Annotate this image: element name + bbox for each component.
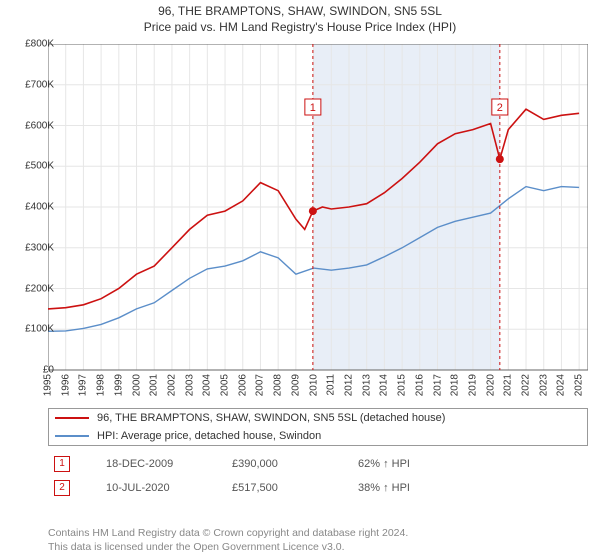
- x-tick-label: 1999: [113, 374, 124, 396]
- marker-row: 1 18-DEC-2009 £390,000 62% ↑ HPI: [48, 452, 588, 476]
- marker-date: 18-DEC-2009: [106, 458, 196, 470]
- x-tick-label: 2000: [131, 374, 142, 396]
- x-tick-label: 2024: [556, 374, 567, 396]
- x-tick-label: 2003: [184, 374, 195, 396]
- marker-row: 2 10-JUL-2020 £517,500 38% ↑ HPI: [48, 476, 588, 500]
- x-tick-label: 2017: [432, 374, 443, 396]
- x-tick-label: 2023: [538, 374, 549, 396]
- footer: Contains HM Land Registry data © Crown c…: [48, 526, 588, 554]
- x-tick-label: 2002: [166, 374, 177, 396]
- marker-price: £517,500: [232, 482, 322, 494]
- x-tick-label: 2015: [397, 374, 408, 396]
- legend-label: HPI: Average price, detached house, Swin…: [97, 430, 321, 442]
- x-tick-label: 2025: [574, 374, 585, 396]
- y-tick-label: £100K: [10, 324, 54, 335]
- x-tick-label: 1996: [60, 374, 71, 396]
- legend-label: 96, THE BRAMPTONS, SHAW, SWINDON, SN5 5S…: [97, 412, 445, 424]
- marker-number-box: 1: [54, 456, 70, 472]
- legend-row: 96, THE BRAMPTONS, SHAW, SWINDON, SN5 5S…: [49, 409, 587, 427]
- x-tick-label: 2004: [202, 374, 213, 396]
- page-subtitle: Price paid vs. HM Land Registry's House …: [0, 20, 600, 34]
- marker-number-box: 2: [54, 480, 70, 496]
- y-tick-label: £400K: [10, 202, 54, 213]
- x-tick-label: 2019: [467, 374, 478, 396]
- legend: 96, THE BRAMPTONS, SHAW, SWINDON, SN5 5S…: [48, 408, 588, 446]
- footer-licence: This data is licensed under the Open Gov…: [48, 540, 588, 554]
- x-tick-label: 2011: [326, 374, 337, 396]
- marker-price: £390,000: [232, 458, 322, 470]
- x-tick-label: 2010: [308, 374, 319, 396]
- svg-text:2: 2: [497, 102, 503, 114]
- x-tick-label: 1997: [78, 374, 89, 396]
- x-tick-label: 2021: [503, 374, 514, 396]
- x-tick-label: 2014: [379, 374, 390, 396]
- x-tick-label: 1998: [96, 374, 107, 396]
- x-tick-label: 2013: [361, 374, 372, 396]
- x-tick-label: 2008: [273, 374, 284, 396]
- footer-copyright: Contains HM Land Registry data © Crown c…: [48, 526, 588, 540]
- x-tick-label: 2018: [450, 374, 461, 396]
- marker-date: 10-JUL-2020: [106, 482, 196, 494]
- x-tick-label: 2005: [220, 374, 231, 396]
- x-tick-label: 2007: [255, 374, 266, 396]
- y-tick-label: £600K: [10, 120, 54, 131]
- y-tick-label: £200K: [10, 283, 54, 294]
- legend-swatch: [55, 417, 89, 419]
- y-tick-label: £800K: [10, 39, 54, 50]
- svg-text:1: 1: [310, 102, 316, 114]
- marker-delta: 38% ↑ HPI: [358, 482, 448, 494]
- marker-table: 1 18-DEC-2009 £390,000 62% ↑ HPI 2 10-JUL-202…: [48, 452, 588, 500]
- x-tick-label: 2006: [237, 374, 248, 396]
- price-chart: 12: [48, 44, 588, 398]
- x-tick-label: 2022: [521, 374, 532, 396]
- legend-swatch: [55, 435, 89, 437]
- page-title: 96, THE BRAMPTONS, SHAW, SWINDON, SN5 5S…: [0, 4, 600, 18]
- x-tick-label: 2012: [343, 374, 354, 396]
- x-tick-label: 2016: [414, 374, 425, 396]
- y-tick-label: £700K: [10, 79, 54, 90]
- x-tick-label: 2020: [485, 374, 496, 396]
- x-tick-label: 1995: [43, 374, 54, 396]
- x-tick-label: 2001: [149, 374, 160, 396]
- marker-delta: 62% ↑ HPI: [358, 458, 448, 470]
- y-tick-label: £300K: [10, 242, 54, 253]
- legend-row: HPI: Average price, detached house, Swin…: [49, 427, 587, 445]
- y-tick-label: £500K: [10, 161, 54, 172]
- x-tick-label: 2009: [290, 374, 301, 396]
